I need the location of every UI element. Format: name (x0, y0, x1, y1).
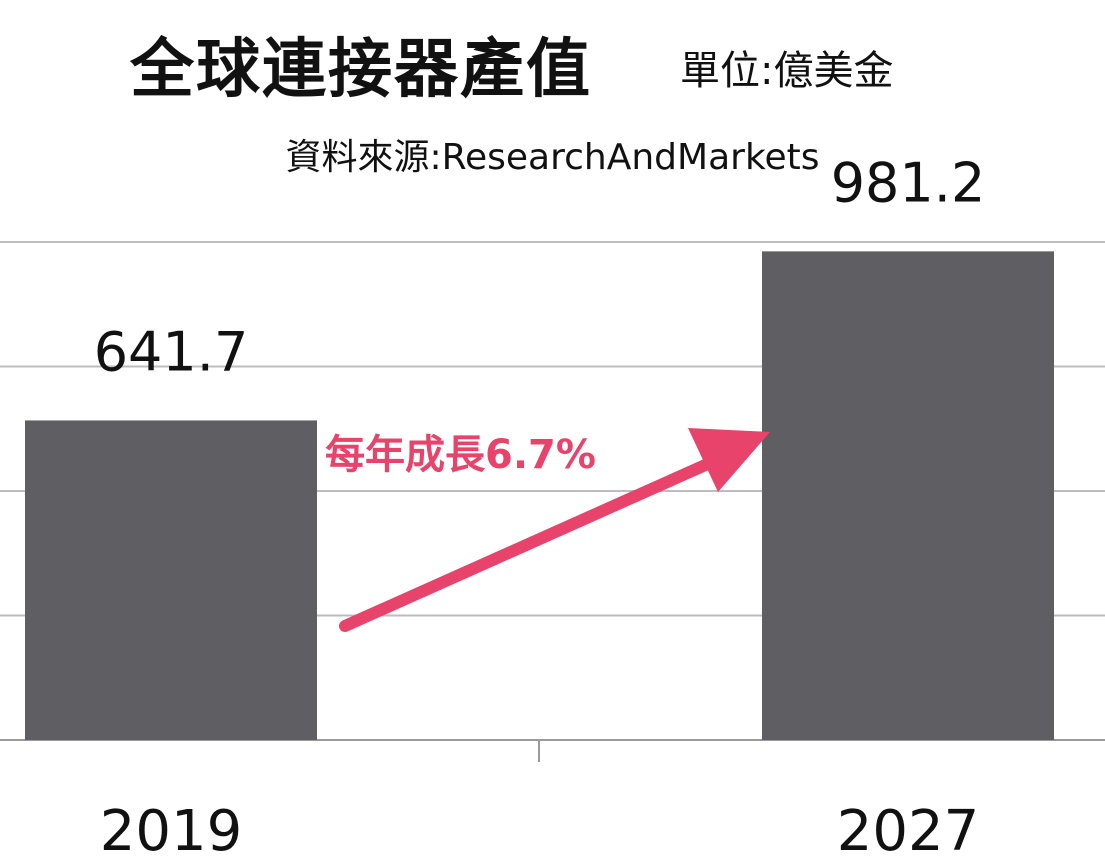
growth-arrowhead (688, 428, 770, 492)
chart-title: 全球連接器產值 (130, 33, 592, 107)
data-label-2027: 981.2 (831, 151, 986, 214)
growth-annotation: 每年成長6.7% (322, 428, 770, 632)
unit-label: 單位:億美金 (680, 48, 894, 94)
x-tick-label-2027: 2027 (837, 799, 980, 864)
x-axis: 2019 2027 (100, 740, 980, 864)
growth-arrow-shaft (339, 456, 718, 632)
x-tick-label-2019: 2019 (100, 799, 243, 864)
growth-annotation-text: 每年成長6.7% (325, 432, 596, 478)
data-label-2019: 641.7 (94, 320, 249, 383)
data-labels: 641.7 981.2 (94, 151, 986, 383)
bar-2027 (762, 251, 1054, 740)
bars (25, 251, 1054, 740)
chart-subtitle: 資料來源:ResearchAndMarkets (285, 137, 820, 178)
bar-2019 (25, 420, 317, 740)
title-row: 全球連接器產值 單位:億美金 (0, 10, 1105, 107)
